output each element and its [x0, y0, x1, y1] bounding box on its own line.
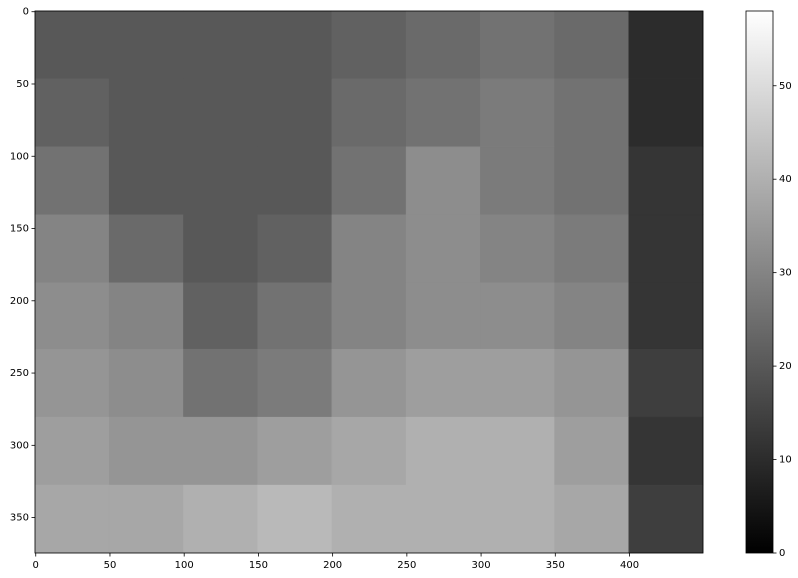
cell	[183, 146, 258, 216]
y-tick-label: 250	[10, 368, 29, 379]
cell	[257, 348, 333, 418]
cell	[331, 282, 407, 350]
cell	[554, 10, 630, 80]
cell	[405, 146, 481, 216]
cell	[108, 282, 184, 350]
cell	[480, 282, 555, 350]
cell	[183, 282, 258, 350]
colorbar-tick-label: 30	[779, 268, 792, 279]
cell	[628, 10, 704, 80]
y-tick-label: 150	[10, 224, 29, 235]
cell	[405, 78, 481, 148]
x-tick-label: 0	[33, 560, 39, 571]
x-tick-label: 400	[620, 560, 639, 571]
cell	[331, 348, 407, 418]
x-tick-label: 200	[323, 560, 342, 571]
x-tick-label: 50	[104, 560, 117, 571]
cell	[183, 484, 258, 554]
cell	[628, 282, 704, 350]
cell	[257, 484, 333, 554]
cell	[628, 214, 704, 283]
cell	[34, 214, 110, 283]
cell	[108, 146, 184, 216]
cell	[628, 146, 704, 216]
cell	[480, 146, 555, 216]
cell	[331, 416, 407, 486]
plot-frame	[34, 10, 704, 554]
cell	[183, 10, 258, 80]
colorbar-tick-label: 0	[779, 548, 785, 559]
cell	[34, 416, 110, 486]
cell	[34, 348, 110, 418]
colorbar-tick-label: 40	[779, 174, 792, 185]
y-tick-label: 300	[10, 440, 29, 451]
cell	[108, 416, 184, 486]
cell	[405, 348, 481, 418]
y-tick-label: 50	[16, 79, 29, 90]
y-tick-label: 350	[10, 513, 29, 524]
colorbar-tick-label: 10	[779, 455, 792, 466]
cell	[554, 484, 630, 554]
cell	[480, 348, 555, 418]
cell	[257, 416, 333, 486]
cell	[554, 282, 630, 350]
cell	[34, 78, 110, 148]
cell	[331, 214, 407, 283]
cell	[108, 78, 184, 148]
cell	[405, 214, 481, 283]
y-tick-label: 0	[23, 7, 29, 18]
cell	[554, 78, 630, 148]
x-tick-label: 150	[249, 560, 268, 571]
cell	[183, 78, 258, 148]
cell	[405, 282, 481, 350]
cell	[257, 146, 333, 216]
cell	[257, 214, 333, 283]
cell	[554, 214, 630, 283]
y-tick-label: 100	[10, 151, 29, 162]
cell	[554, 348, 630, 418]
cell	[480, 484, 555, 554]
cell	[108, 214, 184, 283]
cell	[331, 78, 407, 148]
cell	[34, 146, 110, 216]
cell	[480, 416, 555, 486]
cell	[34, 484, 110, 554]
cell	[108, 10, 184, 80]
cell	[628, 484, 704, 554]
cell	[108, 348, 184, 418]
cell	[405, 484, 481, 554]
x-tick-label: 350	[546, 560, 565, 571]
cell	[628, 416, 704, 486]
cell	[34, 10, 110, 80]
cell	[628, 78, 704, 148]
cell	[480, 78, 555, 148]
cell	[554, 416, 630, 486]
x-tick-label: 250	[397, 560, 416, 571]
cell	[480, 10, 555, 80]
y-tick-label: 200	[10, 296, 29, 307]
colorbar-tick-label: 20	[779, 361, 792, 372]
cell	[257, 78, 333, 148]
cell	[183, 348, 258, 418]
cell	[183, 416, 258, 486]
cell	[331, 484, 407, 554]
cell	[480, 214, 555, 283]
cell	[257, 282, 333, 350]
cell	[108, 484, 184, 554]
cell	[34, 282, 110, 350]
cell	[405, 10, 481, 80]
cell	[331, 10, 407, 80]
cell	[183, 214, 258, 283]
x-tick-label: 100	[175, 560, 194, 571]
cell	[257, 10, 333, 80]
cell	[405, 416, 481, 486]
cell	[331, 146, 407, 216]
cell	[554, 146, 630, 216]
x-tick-label: 300	[472, 560, 491, 571]
cell	[628, 348, 704, 418]
colorbar-tick-label: 50	[779, 81, 792, 92]
colorbar	[745, 10, 774, 554]
